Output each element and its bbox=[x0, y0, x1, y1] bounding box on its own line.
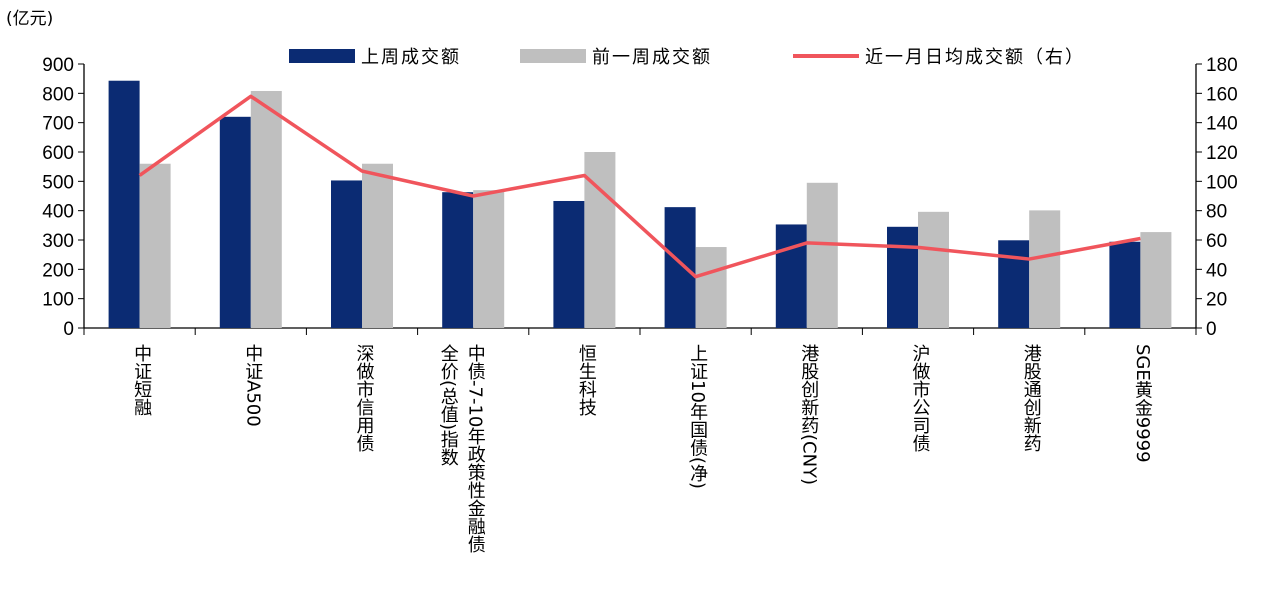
left-tick-label: 600 bbox=[42, 143, 74, 164]
right-tick-label: 20 bbox=[1206, 290, 1227, 311]
category-label: 港股通创新药 bbox=[1021, 344, 1042, 452]
right-tick-label: 100 bbox=[1206, 172, 1238, 193]
bars bbox=[108, 80, 1172, 328]
left-tick-label: 300 bbox=[42, 231, 74, 252]
bar-series2 bbox=[362, 163, 393, 328]
category-label: 恒生科技 bbox=[576, 344, 597, 417]
right-tick-label: 60 bbox=[1206, 231, 1227, 252]
bar-series2 bbox=[1029, 210, 1061, 328]
category-label: 全价(总值)指数 bbox=[438, 344, 459, 466]
right-tick-label: 80 bbox=[1206, 202, 1227, 223]
category-label: 上证10年国债(净) bbox=[687, 344, 708, 489]
left-tick-label: 500 bbox=[42, 172, 74, 193]
category-label: 中证短融 bbox=[131, 344, 152, 416]
category-label: 中证A500 bbox=[242, 344, 263, 427]
category-label: 深做市信用债 bbox=[354, 344, 375, 452]
category-label: 中债-7-10年政策性金融债 bbox=[465, 344, 486, 554]
bar-series1 bbox=[442, 192, 474, 328]
unit-label: (亿元) bbox=[6, 9, 53, 29]
line-series bbox=[138, 94, 1141, 279]
bar-series2 bbox=[473, 190, 505, 328]
category-label: 沪做市公司债 bbox=[910, 344, 931, 452]
legend-swatch bbox=[289, 49, 355, 63]
right-tick-label: 140 bbox=[1206, 114, 1238, 135]
legend-swatch bbox=[520, 49, 586, 63]
right-tick-label: 40 bbox=[1206, 260, 1227, 281]
bar-series1 bbox=[108, 80, 140, 328]
left-tick-label: 900 bbox=[42, 55, 74, 76]
right-tick-label: 180 bbox=[1206, 55, 1238, 76]
bar-series2 bbox=[806, 182, 838, 328]
left-tick-label: 400 bbox=[42, 202, 74, 223]
category-label: 港股创新药(CNY) bbox=[798, 344, 819, 485]
left-tick-label: 800 bbox=[42, 84, 74, 105]
axes: 0 100 200 300 400 500 600 700 800 900 0 20 40 60 80 100… bbox=[42, 55, 1237, 340]
category-label: SGE黄金9999 bbox=[1132, 344, 1153, 463]
left-tick-label: 200 bbox=[42, 260, 74, 281]
left-tick-label: 0 bbox=[63, 319, 74, 340]
right-tick-label: 0 bbox=[1206, 319, 1217, 340]
bar-series1 bbox=[998, 240, 1030, 328]
line-path bbox=[138, 94, 1141, 279]
bar-series1 bbox=[553, 200, 585, 328]
left-tick-label: 700 bbox=[42, 114, 74, 135]
left-tick-label: 100 bbox=[42, 290, 74, 311]
bar-series1 bbox=[887, 226, 918, 328]
bar-series1 bbox=[664, 207, 696, 328]
bar-series1 bbox=[219, 116, 251, 328]
legend-label: 上周成交额 bbox=[361, 47, 461, 68]
right-tick-label: 120 bbox=[1206, 143, 1238, 164]
bar-series2 bbox=[918, 211, 949, 328]
legend-label: 前一周成交额 bbox=[592, 47, 712, 68]
legend-label: 近一月日均成交额（右） bbox=[865, 47, 1085, 68]
right-tick-label: 160 bbox=[1206, 84, 1238, 105]
legend: 上周成交额 前一周成交额 近一月日均成交额（右） bbox=[289, 47, 1085, 68]
bar-series1 bbox=[331, 180, 362, 328]
bar-series1 bbox=[775, 224, 807, 328]
bar-series2 bbox=[1140, 232, 1172, 328]
bar-series1 bbox=[1109, 241, 1141, 328]
bar-series2 bbox=[250, 90, 282, 328]
bar-series2 bbox=[139, 163, 171, 328]
bar-series2 bbox=[695, 247, 727, 328]
